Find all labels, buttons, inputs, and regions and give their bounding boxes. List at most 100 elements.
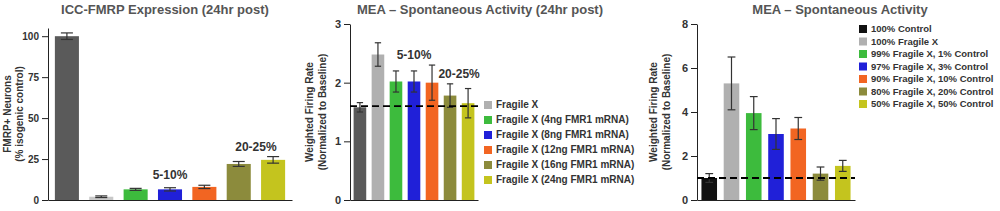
error-bar-cap [429, 100, 435, 101]
error-bar [164, 188, 176, 191]
error-bar [375, 43, 381, 66]
y-tick-mark [691, 112, 697, 113]
error-bar [393, 71, 399, 92]
bar [89, 197, 113, 200]
error-bar-stem [731, 57, 732, 110]
y-tick-mark [344, 141, 350, 142]
reference-line [697, 177, 855, 179]
y-tick-label: 100 [22, 31, 39, 42]
y-tick-mark [691, 200, 697, 201]
error-bar-cap [728, 56, 736, 57]
error-bar [465, 89, 471, 118]
error-bar-cap [705, 173, 713, 174]
error-bar-cap [728, 109, 736, 110]
error-bar-stem [238, 162, 239, 167]
bar [55, 36, 79, 200]
error-bar [447, 84, 453, 107]
error-bar [198, 185, 210, 188]
y-axis-line [697, 25, 698, 201]
y-axis-title: (% isogenic control) [14, 66, 25, 162]
legend-label: Fragile X [496, 99, 539, 110]
chart-panel: MEA – Spontaneous Activity Weighted Firin… [648, 2, 993, 206]
bar [158, 189, 182, 200]
error-bar-stem [272, 157, 273, 164]
error-bar-cap [839, 160, 847, 161]
y-tick: 100 [22, 31, 48, 42]
legend-label: 100% Fragile X [871, 36, 939, 47]
error-bar-cap [164, 187, 176, 188]
bar [261, 160, 285, 200]
chart-title: MEA – Spontaneous Activity (24hr post) [357, 2, 603, 17]
error-bar-cap [772, 149, 780, 150]
error-bar-cap [794, 117, 802, 118]
error-bar [794, 118, 802, 140]
error-bar [728, 57, 736, 110]
legend-swatch [484, 161, 492, 169]
y-tick-label: 2 [682, 150, 688, 162]
y-tick: 25 [28, 154, 48, 165]
y-axis-line [350, 25, 351, 201]
error-bar-cap [164, 190, 176, 191]
error-bar-cap [411, 91, 417, 92]
annotation: 20-25% [235, 140, 277, 154]
y-tick: 8 [682, 18, 697, 30]
y-axis-title: Weighted Firing Rate [648, 62, 659, 162]
error-bar-cap [772, 118, 780, 119]
error-bar-cap [794, 139, 802, 140]
error-bar-stem [798, 118, 799, 140]
error-bar [233, 162, 245, 167]
error-bar-stem [359, 103, 360, 112]
annotation: 5-10% [397, 48, 432, 62]
error-bar-stem [775, 119, 776, 150]
figure: ICC-FMRP Expression (24hr post)FMRP+ Neu… [0, 0, 1000, 211]
error-bar-stem [395, 71, 396, 92]
chart-title: ICC-FMRP Expression (24hr post) [61, 2, 269, 17]
y-tick-label: 0 [682, 194, 688, 206]
error-bar-stem [377, 43, 378, 66]
legend-label: Fragile X (24ng FMR1 mRNA) [496, 174, 634, 185]
bar [462, 103, 475, 200]
y-tick: 0 [33, 195, 48, 206]
legend-swatch [484, 101, 492, 109]
legend-label: 50% Fragile X, 50% Control [871, 98, 993, 109]
error-bar-cap [839, 171, 847, 172]
error-bar-stem [413, 71, 414, 92]
y-tick-label: 2 [335, 77, 341, 89]
error-bar-cap [750, 96, 758, 97]
legend-label: Fragile X (12ng FMR1 mRNA) [496, 144, 634, 155]
error-bar-cap [465, 88, 471, 89]
error-bar-stem [66, 33, 67, 40]
y-axis-title: Weighted Firing Rate [304, 62, 315, 162]
error-bar-stem [467, 89, 468, 118]
error-bar-cap [750, 129, 758, 130]
y-axis: 0123 [335, 18, 351, 206]
legend-label: Fragile X (4ng FMR1 mRNA) [496, 114, 629, 125]
bar [372, 55, 385, 200]
legend: 100% Control100% Fragile X99% Fragile X,… [859, 23, 993, 109]
error-bar-stem [431, 65, 432, 100]
error-bar-cap [130, 190, 142, 191]
legend-swatch [484, 116, 492, 124]
bar [408, 81, 421, 200]
error-bar-stem [753, 97, 754, 130]
y-tick-mark [691, 24, 697, 25]
y-tick-mark [42, 77, 48, 78]
plot-marks [697, 57, 855, 200]
legend-swatch [484, 176, 492, 184]
bar [426, 83, 439, 200]
chart-title: MEA – Spontaneous Activity [752, 2, 928, 17]
y-tick-label: 75 [28, 72, 40, 83]
error-bar-cap [357, 111, 363, 112]
y-tick-mark [42, 200, 48, 201]
x-axis [351, 200, 479, 201]
y-tick: 0 [335, 194, 350, 206]
error-bar-cap [267, 156, 279, 157]
error-bar [429, 65, 435, 100]
error-bar [411, 71, 417, 92]
error-bar-cap [447, 83, 453, 84]
error-bar-cap [130, 188, 142, 189]
y-tick: 75 [28, 72, 48, 83]
error-bar-cap [393, 91, 399, 92]
error-bar-cap [198, 188, 210, 189]
error-bar-cap [393, 70, 399, 71]
